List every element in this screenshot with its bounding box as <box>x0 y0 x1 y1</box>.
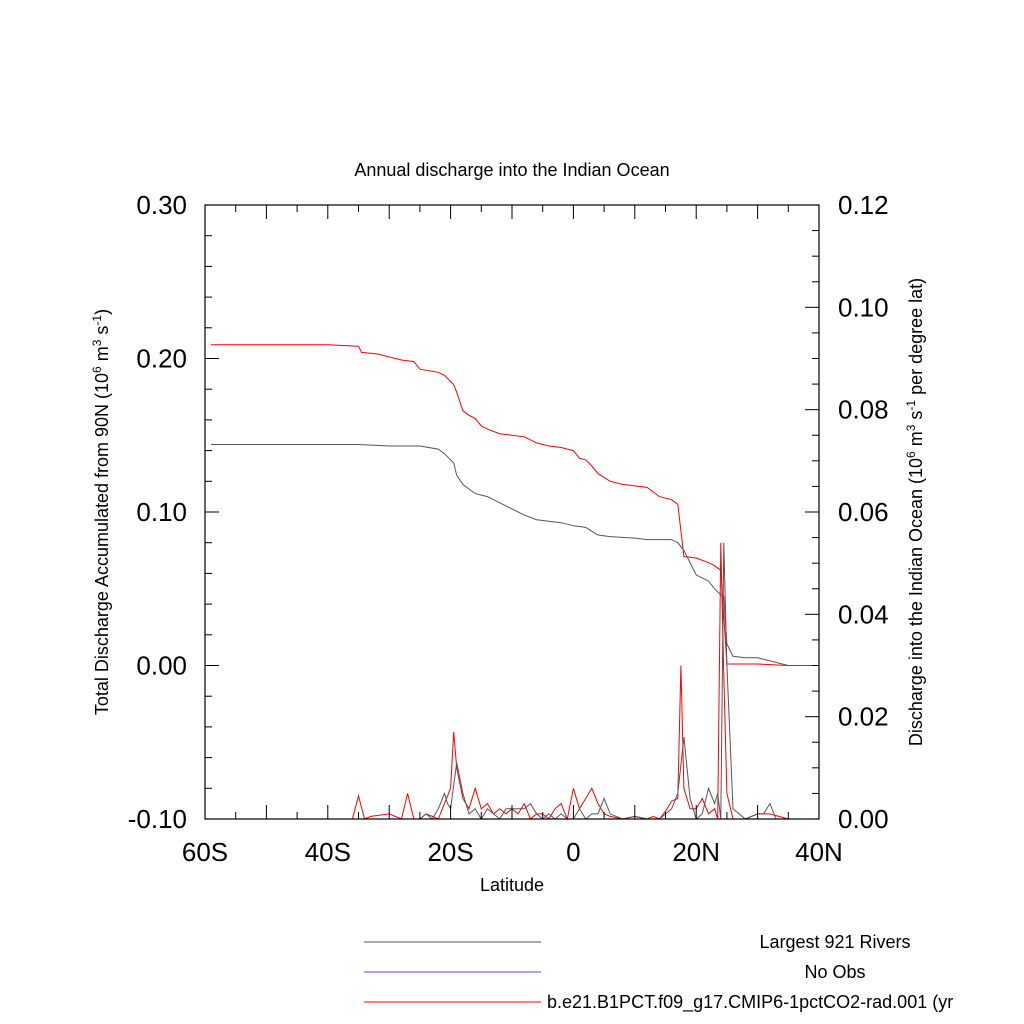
plot-lines <box>205 344 819 821</box>
legend-label-2: No Obs <box>804 962 865 982</box>
x-tick-label: 0 <box>566 837 580 867</box>
y-left-tick-label: -0.10 <box>128 804 187 834</box>
series-line-4 <box>205 542 819 820</box>
y-left-tick-label: 0.00 <box>136 651 187 681</box>
axis-tick-labels: 60S 40S 20S 0 20N 40N 0.30 0.20 0.10 0.00 -0.10 0.1… <box>128 190 889 867</box>
y-right-tick-label: 0.12 <box>838 190 889 220</box>
y-left-tick-label: 0.10 <box>136 497 187 527</box>
y-right-tick-label: 0.10 <box>838 292 889 322</box>
y-right-tick-label: 0.08 <box>838 395 889 425</box>
x-tick-label: 60S <box>182 837 228 867</box>
series-line-1 <box>211 344 819 666</box>
x-tick-label: 20S <box>427 837 473 867</box>
x-axis-label: Latitude <box>480 875 544 895</box>
chart-title: Annual discharge into the Indian Ocean <box>354 160 669 180</box>
y-right-tick-label: 0.00 <box>838 804 889 834</box>
legend-label-3: b.e21.B1PCT.f09_g17.CMIP6-1pctCO2-rad.00… <box>547 992 953 1013</box>
y-right-tick-label: 0.02 <box>838 702 889 732</box>
y-right-tick-label: 0.04 <box>838 599 889 629</box>
y-left-tick-label: 0.20 <box>136 344 187 374</box>
legend-label-1: Largest 921 Rivers <box>759 932 910 952</box>
y-left-tick-label: 0.30 <box>136 190 187 220</box>
y-right-tick-label: 0.06 <box>838 497 889 527</box>
x-tick-label: 40N <box>795 837 843 867</box>
series-line-2 <box>211 444 819 666</box>
legend: Largest 921 Rivers No Obs b.e21.B1PCT.f09_… <box>364 932 953 1013</box>
axis-ticks <box>204 204 820 820</box>
plot-frame <box>204 204 820 820</box>
y-axis-left-label: Total Discharge Accumulated from 90N (10… <box>90 309 112 715</box>
x-tick-label: 20N <box>672 837 720 867</box>
series-line-3 <box>205 542 819 821</box>
y-axis-right-label: Discharge into the Indian Ocean (106 m3 … <box>904 278 926 746</box>
x-tick-label: 40S <box>305 837 351 867</box>
